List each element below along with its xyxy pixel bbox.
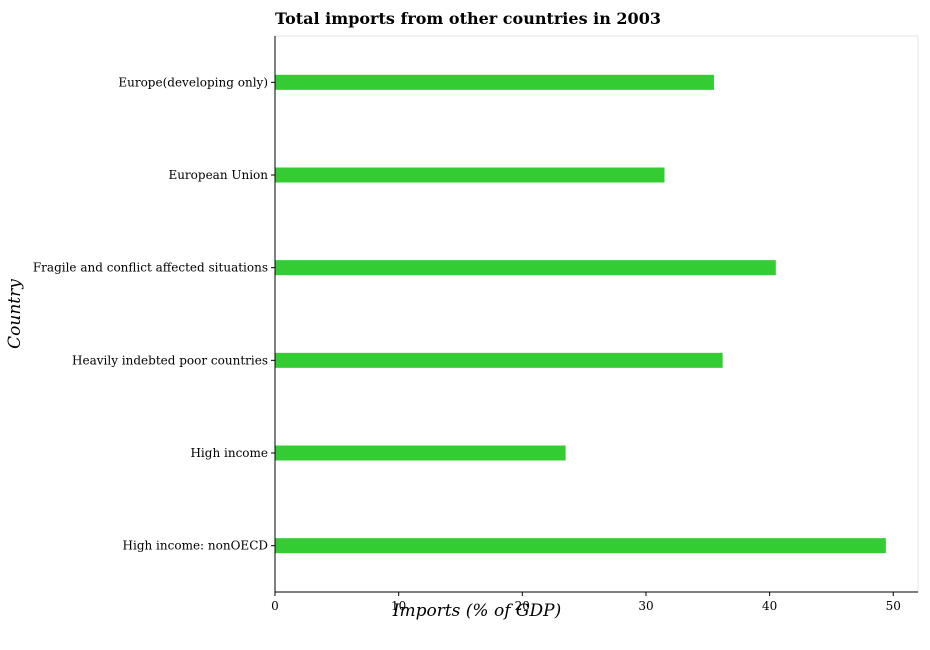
x-tick-label-2: 20 xyxy=(515,599,530,613)
x-tick-label-5: 50 xyxy=(886,599,901,613)
y-axis-ticks: Europe(developing only) European Union Fra… xyxy=(33,75,275,553)
bar-2 xyxy=(275,260,776,276)
y-tick-label-4: High income xyxy=(190,446,268,460)
y-axis-label: Country xyxy=(5,279,25,349)
bars xyxy=(275,74,886,554)
y-tick-label-0: Europe(developing only) xyxy=(118,75,268,89)
plot-area xyxy=(274,35,919,593)
bar-3 xyxy=(275,352,723,368)
y-tick-label-3: Heavily indebted poor countries xyxy=(72,353,268,367)
chart-title: Total imports from other countries in 20… xyxy=(275,9,661,28)
x-tick-label-1: 10 xyxy=(391,599,406,613)
y-tick-label-2: Fragile and conflict affected situations xyxy=(33,261,268,275)
x-axis-ticks: 0 10 20 30 40 50 xyxy=(271,592,901,613)
y-tick-label-1: European Union xyxy=(168,168,268,182)
y-tick-label-5: High income: nonOECD xyxy=(123,539,268,553)
x-tick-label-3: 30 xyxy=(638,599,653,613)
bar-1 xyxy=(275,167,665,183)
bar-5 xyxy=(275,538,886,554)
x-axis-label: Imports (% of GDP) xyxy=(392,601,561,621)
x-tick-label-0: 0 xyxy=(271,599,279,613)
bar-4 xyxy=(275,445,566,461)
x-tick-label-4: 40 xyxy=(762,599,777,613)
bar-0 xyxy=(275,74,714,90)
